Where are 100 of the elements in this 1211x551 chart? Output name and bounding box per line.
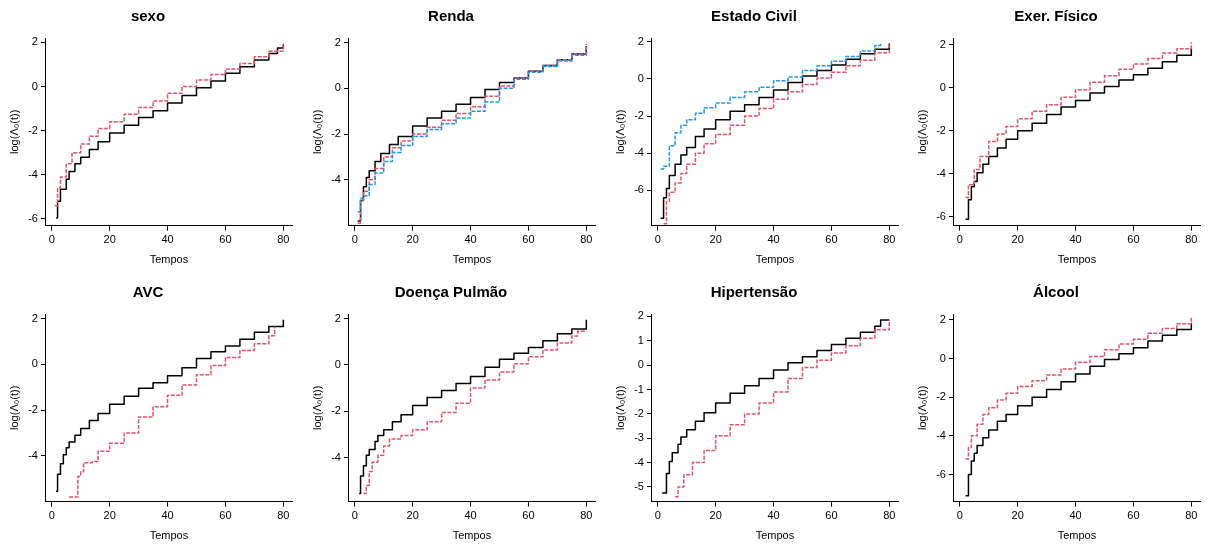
x-tick-label: 80 [882,233,895,246]
y-tick-label: -2 [633,406,644,419]
x-tick-label: 20 [406,233,419,246]
chart-title: Exer. Físico [1014,7,1098,25]
x-axis-title: Tempos [1057,253,1097,266]
x-tick-label: 60 [1127,233,1140,246]
x-tick-label: 60 [219,509,232,522]
y-tick-label: -3 [633,431,644,444]
x-tick-label: 40 [1069,509,1082,522]
x-tick-label: 40 [161,509,174,522]
y-tick-label: 2 [334,35,341,48]
y-tick-label: 0 [334,81,341,94]
x-tick-label: 40 [464,509,477,522]
x-tick-label: 20 [406,509,419,522]
y-tick-label: -2 [936,123,947,136]
chart-title: Doença Pulmão [394,283,508,301]
y-tick-label: -5 [633,480,644,493]
x-tick-label: 20 [1011,509,1025,522]
y-tick-label: 1 [637,333,644,346]
x-axis-title: Tempos [149,253,189,266]
x-tick-label: 20 [1011,233,1025,246]
x-tick-label: 20 [709,233,722,246]
x-tick-label: 0 [956,509,964,522]
y-axis-title: log(Λ₀(t)) [915,385,928,430]
y-tick-label: 0 [637,358,644,371]
y-axis-title: log(Λ₀(t)) [7,385,20,430]
chart-title: Estado Civil [710,7,797,25]
x-tick-label: 0 [48,233,55,246]
y-tick-label: -6 [936,467,947,480]
x-tick-label: 40 [161,233,174,246]
x-tick-label: 80 [277,233,290,246]
x-tick-label: 60 [824,509,838,522]
x-tick-label: 60 [219,233,232,246]
y-tick-label: 2 [31,311,38,324]
x-axis-title: Tempos [1057,529,1097,542]
y-axis-title: log(Λ₀(t)) [310,109,323,154]
x-axis-title: Tempos [452,529,492,542]
x-tick-label: 80 [1185,509,1198,522]
chart-title: Renda [427,7,475,25]
y-tick-label: -6 [28,212,38,225]
y-tick-label: 2 [637,34,644,47]
y-tick-label: -4 [28,448,38,461]
y-axis-title: log(Λ₀(t)) [613,385,626,430]
x-tick-label: 80 [579,233,593,246]
x-axis-title: Tempos [755,253,795,266]
y-tick-label: -2 [28,403,38,416]
x-tick-label: 20 [103,509,116,522]
x-tick-label: 0 [956,233,964,246]
x-tick-label: 60 [1127,509,1140,522]
x-tick-label: 0 [351,509,358,522]
y-tick-label: -4 [330,172,341,185]
x-tick-label: 40 [766,233,780,246]
x-tick-label: 0 [351,233,358,246]
x-tick-label: 40 [1069,233,1082,246]
y-tick-label: -2 [330,127,341,140]
y-tick-label: -4 [330,450,341,463]
y-tick-label: -4 [28,167,38,180]
x-tick-label: 0 [654,509,661,522]
y-tick-label: -4 [633,146,644,159]
x-tick-label: 0 [48,509,55,522]
y-tick-label: -2 [28,123,38,136]
y-axis-title: log(Λ₀(t)) [310,385,323,430]
x-tick-label: 60 [522,233,535,246]
y-tick-label: -4 [633,455,644,468]
chart-title: Álcool [1033,283,1080,301]
x-tick-label: 60 [824,233,838,246]
x-tick-label: 80 [1185,233,1198,246]
y-tick-label: -4 [936,428,947,441]
y-tick-label: 0 [637,71,644,84]
y-tick-label: -2 [330,404,341,417]
x-tick-label: 60 [522,509,535,522]
y-tick-label: 2 [637,309,644,322]
y-tick-label: 0 [940,351,947,364]
y-tick-label: -2 [633,109,644,122]
y-tick-label: 2 [940,37,947,50]
y-tick-label: 0 [31,79,38,92]
x-axis-title: Tempos [149,529,189,542]
x-tick-label: 40 [766,509,780,522]
y-tick-label: -6 [936,210,947,223]
y-tick-label: -1 [633,382,644,395]
chart-title: sexo [130,7,166,25]
y-axis-title: log(Λ₀(t)) [7,109,20,154]
chart-title: AVC [132,283,164,301]
x-tick-label: 80 [882,509,895,522]
x-tick-label: 80 [579,509,593,522]
y-tick-label: 2 [334,311,341,324]
chart-title: Hipertensão [710,283,797,301]
x-tick-label: 20 [709,509,722,522]
y-tick-label: 2 [31,35,38,48]
y-tick-label: 2 [940,312,947,325]
y-tick-label: -4 [936,166,947,179]
x-tick-label: 0 [654,233,661,246]
x-axis-title: Tempos [755,529,795,542]
y-tick-label: 0 [334,357,341,370]
y-tick-label: 0 [31,357,38,370]
y-tick-label: -6 [633,183,644,196]
x-axis-title: Tempos [452,253,492,266]
y-axis-title: log(Λ₀(t)) [915,109,928,154]
x-tick-label: 40 [464,233,477,246]
y-tick-label: 0 [940,80,947,93]
